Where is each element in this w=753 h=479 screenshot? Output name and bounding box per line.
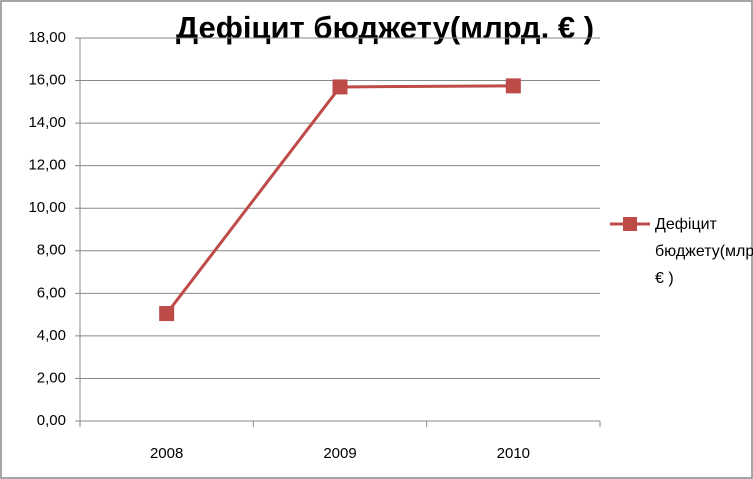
marker <box>332 79 348 95</box>
y-tick-label: 10,00 <box>28 199 66 216</box>
y-tick-label: 12,00 <box>28 157 66 174</box>
x-tick-label: 2008 <box>150 445 183 462</box>
x-tick-label: 2010 <box>497 445 530 462</box>
y-tick-label: 0,00 <box>37 412 66 429</box>
x-tick-label: 2009 <box>323 445 356 462</box>
y-tick-label: 14,00 <box>28 114 66 131</box>
y-tick-label: 2,00 <box>37 369 66 386</box>
y-tick-label: 4,00 <box>37 327 66 344</box>
legend-label: Дефіцит бюджету(млрд. € ) <box>655 216 753 287</box>
chart-title: Дефіцит бюджету(млрд. € ) <box>176 10 594 45</box>
y-tick-label: 18,00 <box>28 29 66 46</box>
legend-marker <box>623 217 637 231</box>
marker <box>159 306 175 322</box>
y-tick-label: 16,00 <box>28 72 66 89</box>
marker <box>505 78 521 94</box>
y-tick-label: 8,00 <box>37 242 66 259</box>
y-tick-label: 6,00 <box>37 284 66 301</box>
